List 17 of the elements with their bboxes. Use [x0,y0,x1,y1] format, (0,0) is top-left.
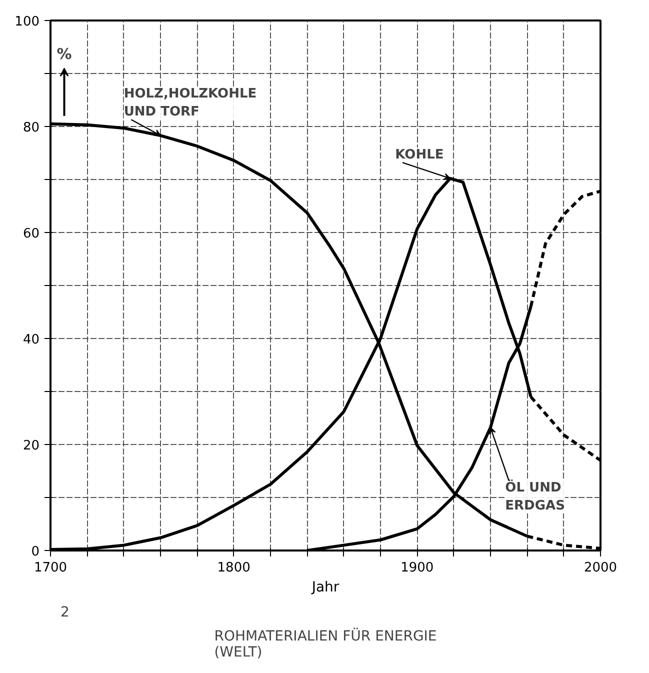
text: ROHMATERIALIEN FÜR ENERGIE (WELT) [214,628,437,660]
y-tick-label: 60 [22,226,40,242]
text: 2 [60,604,70,620]
y-tick-label: 40 [22,332,40,348]
x-tick-label: 1700 [34,560,68,576]
x-tick-label: 1900 [400,560,434,576]
x-tick-label: 1800 [217,560,250,576]
annotation: ÖL UND ERDGAS [505,478,565,514]
y-tick-label: 80 [22,120,40,136]
y-axis-title: % [56,44,72,63]
y-tick-label: 20 [22,438,40,454]
y-tick-label: 100 [14,14,40,30]
x-tick-label: 2000 [584,560,618,576]
annotation: HOLZ,HOLZKOHLE UND TORF [124,86,257,120]
annotation: KOHLE [395,148,444,163]
x-axis-title: Jahr [310,580,340,596]
y-tick-label: 0 [31,544,40,560]
